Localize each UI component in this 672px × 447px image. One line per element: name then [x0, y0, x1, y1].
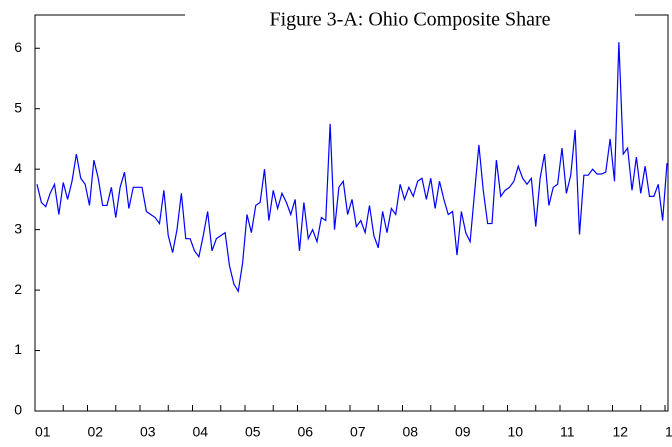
y-tick-label: 4	[14, 160, 22, 176]
chart-title: Figure 3-A: Ohio Composite Share	[269, 9, 550, 31]
x-tick-label: 13	[665, 424, 672, 440]
x-tick-label: 11	[560, 424, 575, 440]
x-tick-label: 01	[35, 424, 51, 440]
plot-frame	[34, 14, 669, 412]
y-tick-label: 5	[14, 99, 22, 115]
x-tick-label: 04	[193, 424, 209, 440]
data-line	[36, 42, 668, 294]
y-tick-label: 1	[14, 341, 22, 357]
y-tick-label: 2	[14, 281, 22, 297]
x-tick-label: 07	[350, 424, 366, 440]
x-tick-label: 08	[403, 424, 419, 440]
x-tick-label: 12	[613, 424, 629, 440]
y-tick-label: 6	[14, 39, 22, 55]
y-tick-label: 3	[14, 220, 22, 236]
title-background	[185, 4, 635, 28]
x-tick-label: 05	[245, 424, 261, 440]
y-tick-label: 0	[14, 402, 22, 418]
x-tick-label: 10	[508, 424, 524, 440]
x-tick-label: 02	[88, 424, 104, 440]
x-tick-label: 06	[298, 424, 314, 440]
x-tick-label: 09	[455, 424, 471, 440]
x-tick-label: 03	[140, 424, 156, 440]
